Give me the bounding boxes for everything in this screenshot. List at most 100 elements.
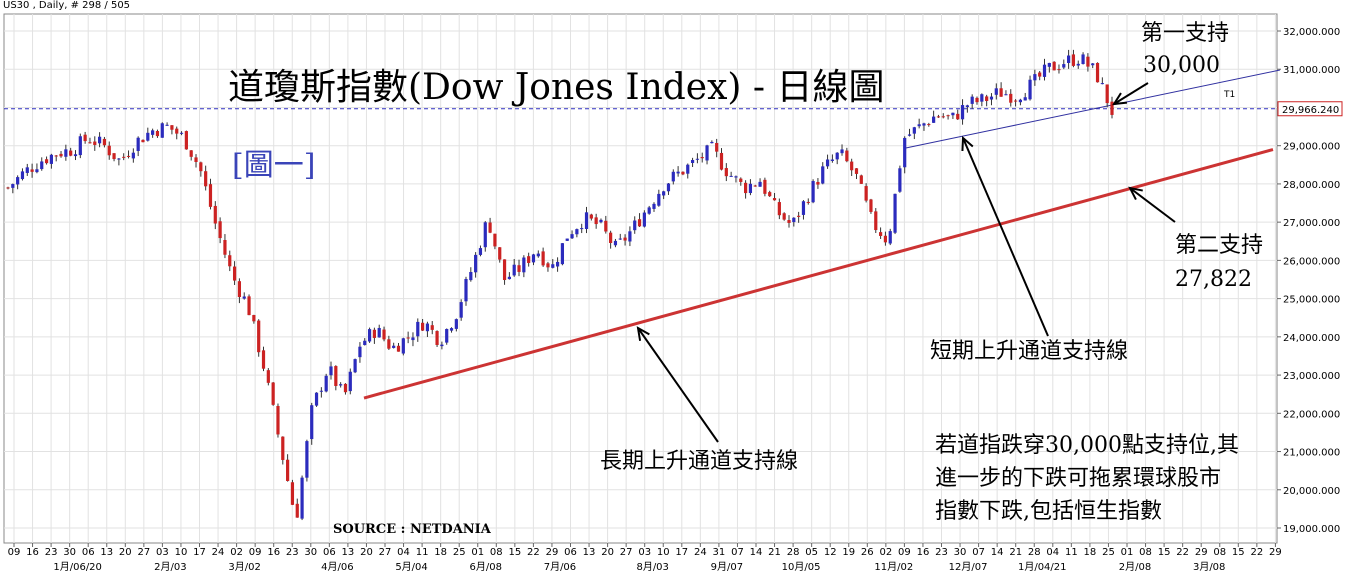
candle-body	[772, 198, 777, 201]
candle-body	[1018, 99, 1023, 103]
candle-body	[266, 370, 270, 383]
candle-body	[792, 217, 796, 223]
candle-body	[662, 191, 666, 196]
current-price-box	[1277, 101, 1343, 117]
candle-body	[676, 171, 680, 174]
candle-body	[744, 182, 748, 194]
candle-body	[1047, 62, 1051, 67]
candle-body	[657, 193, 661, 206]
candle-body	[334, 366, 338, 386]
candle-body	[271, 382, 275, 405]
candle-body	[782, 213, 786, 220]
x-day-label: 23	[286, 547, 299, 558]
candle-body	[555, 261, 560, 267]
candle-body	[117, 158, 121, 160]
x-day-label: 01	[471, 547, 484, 558]
x-day-label: 24	[212, 547, 225, 558]
candle-body	[88, 142, 92, 144]
candle-body	[392, 345, 396, 348]
candle-body	[541, 251, 545, 266]
x-day-label: 30	[954, 547, 967, 558]
x-day-label: 28	[1028, 547, 1041, 558]
candle-body	[1042, 64, 1047, 77]
candle-body	[599, 219, 603, 223]
source-label: SOURCE : NETDANIA	[333, 522, 491, 537]
candle-body	[609, 232, 613, 243]
candle-body	[637, 219, 642, 227]
y-tick-label: 31,000.000	[1283, 65, 1340, 76]
candle-body	[647, 207, 651, 214]
candle-body	[932, 116, 936, 123]
candle-body	[1071, 54, 1076, 66]
candle-body	[907, 134, 912, 136]
candle-body	[411, 337, 415, 341]
candle-body	[874, 211, 878, 231]
candle-body	[151, 130, 155, 135]
x-day-label: 25	[1102, 547, 1115, 558]
candle-body	[290, 482, 295, 505]
candle-body	[329, 366, 333, 376]
candle-body	[305, 441, 309, 478]
candle-body	[517, 265, 521, 272]
y-tick-label: 24,000.000	[1283, 333, 1340, 344]
candle-body	[975, 97, 979, 103]
candle-body	[546, 263, 550, 268]
x-day-label: 07	[731, 547, 744, 558]
candle-body	[208, 184, 213, 207]
candle-body	[681, 171, 685, 175]
second-support-arrow-head	[1128, 186, 1143, 201]
t1-marker: T1	[1223, 90, 1235, 100]
candle-body	[840, 149, 844, 154]
x-day-label: 02	[879, 547, 892, 558]
candle-body	[811, 181, 815, 203]
first-support-label: 第一支持	[1141, 21, 1230, 46]
candle-body	[748, 183, 753, 194]
candle-body	[835, 152, 839, 160]
candle-body	[189, 150, 193, 157]
candle-body	[623, 237, 627, 241]
candle-body	[878, 232, 883, 236]
candle-body	[339, 384, 343, 386]
long-channel-arrow	[637, 327, 719, 443]
candle-body	[459, 302, 463, 318]
candle-body	[956, 113, 960, 120]
x-day-label: 03	[638, 547, 651, 558]
candle-body	[237, 281, 242, 298]
x-day-label: 15	[508, 547, 521, 558]
x-day-label: 19	[842, 547, 855, 558]
candle-body	[527, 256, 531, 263]
candle-body	[628, 231, 632, 242]
candle-body	[806, 201, 810, 203]
candle-body	[729, 175, 733, 177]
x-day-label: 03	[156, 547, 169, 558]
candle-body	[763, 179, 767, 194]
candle-body	[44, 159, 49, 164]
candle-body	[319, 390, 323, 392]
candle-body	[912, 127, 916, 134]
candle-body	[276, 405, 280, 435]
candle-body	[613, 240, 618, 246]
symbol-info: US30 , Daily, # 298 / 505	[3, 0, 131, 11]
x-month-label: 2月/08	[1119, 561, 1151, 573]
candle-body	[155, 131, 160, 137]
x-day-label: 06	[323, 547, 336, 558]
candle-body	[363, 340, 367, 346]
candle-body	[160, 123, 164, 138]
candle-body	[252, 315, 256, 322]
candle-body	[25, 167, 29, 173]
candle-body	[474, 254, 478, 273]
first-support-arrow	[1113, 82, 1149, 105]
candle-body	[985, 96, 989, 101]
candle-body	[20, 171, 25, 180]
x-day-label: 27	[620, 547, 633, 558]
candle-body	[421, 322, 425, 331]
candle-body	[994, 88, 998, 95]
candle-body	[700, 157, 704, 159]
x-day-label: 31	[713, 547, 726, 558]
candle-body	[1095, 62, 1100, 83]
x-day-label: 21	[1009, 547, 1022, 558]
candle-body	[261, 350, 266, 369]
candle-body	[483, 222, 487, 248]
candle-body	[1110, 101, 1114, 115]
candle-body	[107, 145, 111, 156]
